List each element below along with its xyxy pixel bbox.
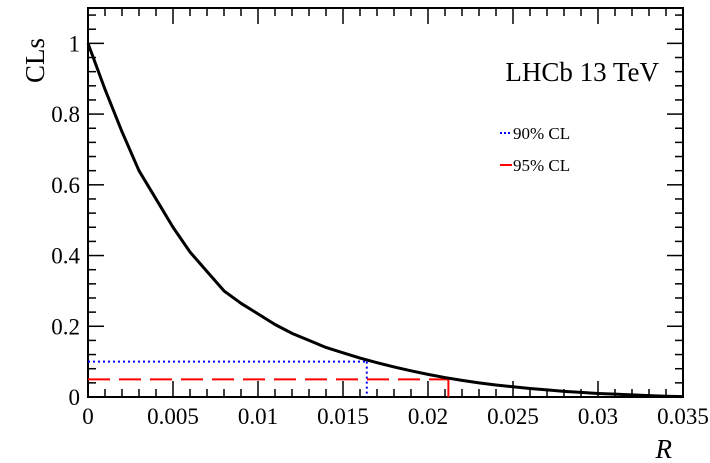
x-tick-label: 0.01	[238, 404, 278, 429]
legend-label-95: 95% CL	[513, 156, 570, 175]
y-tick-label: 0.2	[51, 314, 80, 339]
tick-labels: 0 0.005 0.01 0.015 0.02 0.025 0.03 0.035 0 0.2 0.4…	[51, 31, 709, 429]
y-tick-label: 0.8	[51, 102, 80, 127]
plot-area-frame	[87, 7, 684, 398]
y-tick-label: 0.6	[51, 173, 80, 198]
legend-label-90: 90% CL	[513, 124, 570, 143]
x-tick-label: 0	[82, 404, 94, 429]
cls-curve-group	[86, 42, 684, 399]
y-tick-label: 0.4	[51, 244, 80, 269]
x-tick-label: 0.015	[317, 404, 369, 429]
plot-frame	[87, 7, 684, 398]
experiment-label: LHCb 13 TeV	[505, 57, 659, 87]
x-axis-title: R	[655, 434, 673, 463]
x-tick-label: 0.03	[578, 404, 618, 429]
x-tick-label: 0.025	[487, 404, 539, 429]
legend: 90% CL 95% CL	[500, 124, 570, 175]
cls-curve	[86, 42, 684, 399]
y-tick-label: 0	[69, 385, 81, 410]
y-tick-label: 1	[69, 31, 81, 56]
y-axis-title: CLs	[20, 38, 50, 83]
limit-lines	[88, 360, 450, 397]
x-tick-label: 0.005	[147, 404, 199, 429]
x-tick-label: 0.02	[408, 404, 448, 429]
x-tick-label: 0.035	[657, 404, 709, 429]
